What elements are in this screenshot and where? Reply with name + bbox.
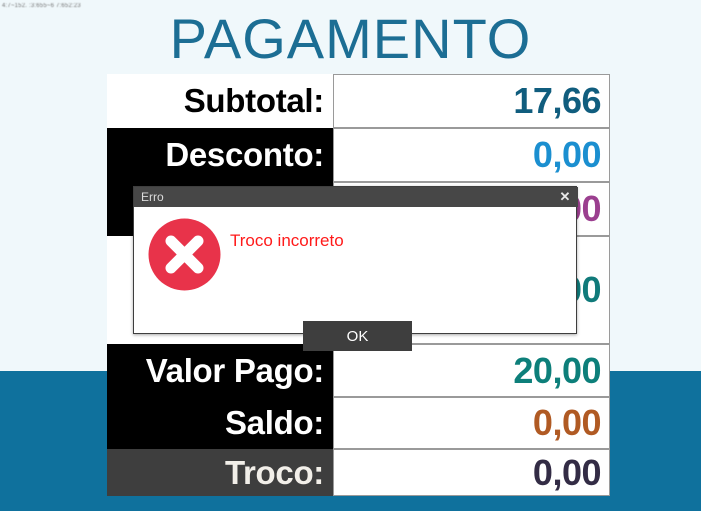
payment-row-label: Desconto: bbox=[107, 128, 333, 182]
payment-row: Saldo: 0,00 bbox=[107, 397, 610, 449]
payment-row-label: Valor Pago: bbox=[107, 344, 333, 397]
payment-row: Valor Pago: 20,00 bbox=[107, 344, 610, 397]
status-line-text: 4:7~152. :3:655~6 7:652:23 bbox=[2, 3, 81, 9]
payment-row: Desconto: 0,00 bbox=[107, 128, 610, 182]
payment-row-value[interactable]: 0,00 bbox=[333, 128, 610, 182]
close-icon[interactable]: ✕ bbox=[559, 189, 571, 204]
payment-row-label: Saldo: bbox=[107, 397, 333, 449]
payment-row-value[interactable]: 0,00 bbox=[333, 449, 610, 496]
page-title: PAGAMENTO bbox=[169, 7, 532, 70]
dialog-title: Erro bbox=[141, 190, 164, 204]
payment-row: Troco: 0,00 bbox=[107, 449, 610, 496]
payment-row-label: Troco: bbox=[107, 449, 333, 496]
error-dialog: Erro ✕ Troco incorreto OK bbox=[133, 186, 578, 351]
ok-button[interactable]: OK bbox=[303, 321, 412, 351]
payment-row-value[interactable]: 20,00 bbox=[333, 344, 610, 397]
payment-row-label: Subtotal: bbox=[107, 74, 333, 128]
dialog-titlebar[interactable]: Erro ✕ bbox=[134, 187, 578, 207]
dialog-body: Troco incorreto OK bbox=[134, 207, 578, 351]
payment-row: Subtotal: 17,66 bbox=[107, 74, 610, 128]
payment-row-value[interactable]: 0,00 bbox=[333, 397, 610, 449]
dialog-message: Troco incorreto bbox=[230, 231, 344, 250]
error-x-circle-icon bbox=[147, 217, 222, 292]
payment-row-value[interactable]: 17,66 bbox=[333, 74, 610, 128]
